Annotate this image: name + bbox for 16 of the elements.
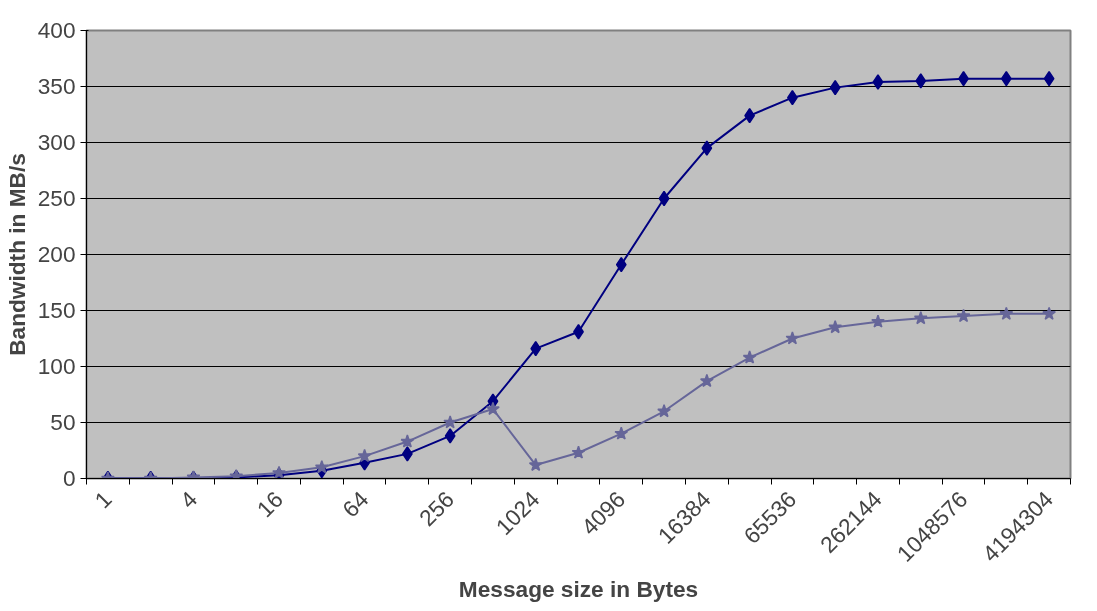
y-tick-label: 200 xyxy=(37,241,76,267)
y-tick-label: 300 xyxy=(37,129,76,155)
y-tick-label: 400 xyxy=(37,17,76,43)
y-tick-label: 250 xyxy=(37,185,76,211)
x-tick-label: 4 xyxy=(175,485,203,514)
x-tick-label: 1 xyxy=(89,485,117,514)
y-axis-title: Bandwidth in MB/s xyxy=(3,153,30,356)
y-tick-label: 100 xyxy=(37,353,76,379)
x-tick-label: 64 xyxy=(337,485,374,523)
x-tick-label: 16 xyxy=(251,485,288,523)
y-tick-label: 50 xyxy=(50,409,76,435)
x-axis-title: Message size in Bytes xyxy=(458,576,699,603)
y-tick-label: 150 xyxy=(37,297,76,323)
x-tick-label: 256 xyxy=(413,485,459,532)
y-tick-label: 350 xyxy=(37,73,76,99)
y-tick-label: 0 xyxy=(62,465,76,491)
